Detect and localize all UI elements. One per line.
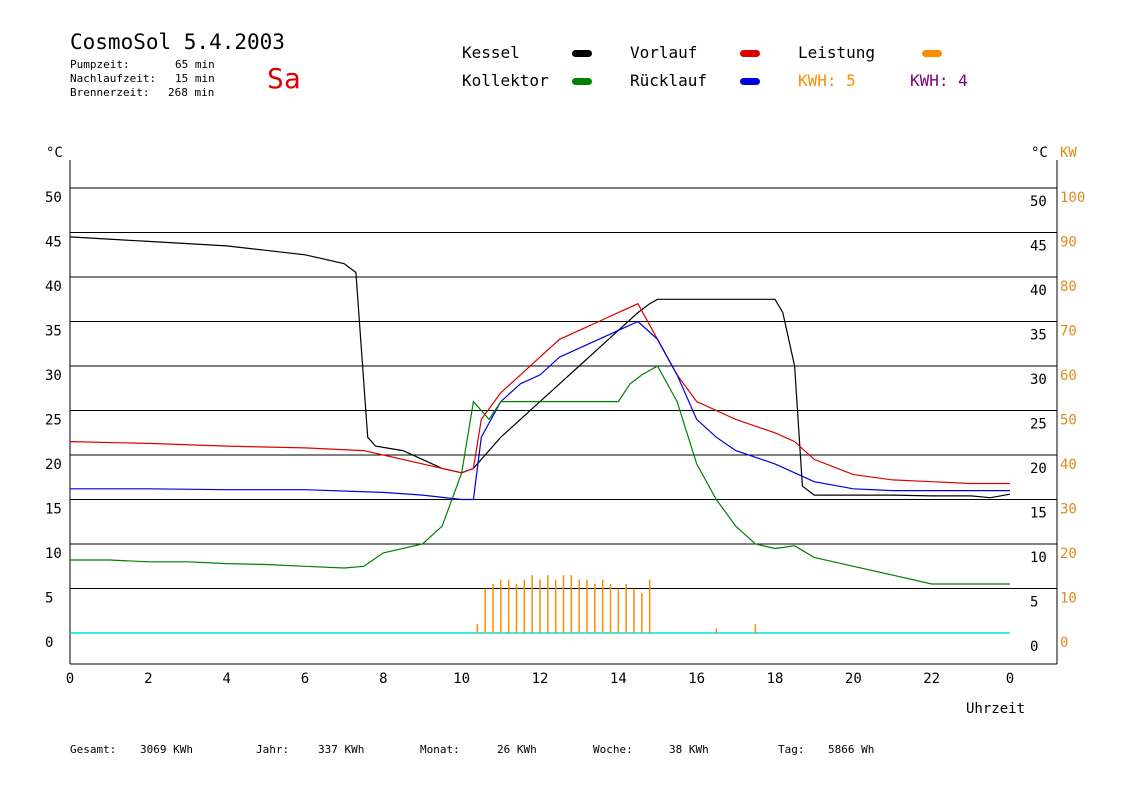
- legend-vorlauf-swatch: [740, 50, 760, 57]
- stat-pumpzeit-value: 65 min: [175, 58, 215, 71]
- legend-ruecklauf-swatch: [740, 78, 760, 85]
- y-tick-label: 10: [45, 546, 62, 562]
- kwh-value-2: KWH: 4: [910, 71, 968, 90]
- left-axis-unit: °C: [46, 145, 63, 161]
- y-tick-label-right: 15: [1030, 506, 1047, 522]
- y-tick-label-right: 0: [1030, 639, 1038, 655]
- series-line-vorlauf: [69, 302, 1010, 485]
- y-tick-label: 20: [45, 457, 62, 473]
- footer-woche-value: 38 KWh: [669, 743, 709, 756]
- y2-tick-label: 20: [1060, 546, 1077, 562]
- y-tick-label: 35: [45, 324, 62, 340]
- footer-tag-value: 5866 Wh: [828, 743, 875, 756]
- y-tick-label-right: 50: [1030, 194, 1047, 210]
- stat-brennerzeit-label: Brennerzeit:: [70, 86, 150, 99]
- legend-kessel-swatch: [572, 50, 592, 57]
- y-tick-label: 15: [45, 502, 62, 518]
- y-tick-label-right: 45: [1030, 239, 1047, 255]
- x-tick-label: 22: [923, 671, 940, 687]
- y2-tick-label: 90: [1060, 235, 1077, 251]
- x-tick-label: 0: [66, 671, 74, 687]
- footer-gesamt-value: 3069 KWh: [140, 743, 193, 756]
- legend-ruecklauf-label: Rücklauf: [630, 71, 708, 90]
- y-tick-label: 45: [45, 235, 62, 251]
- legend-kollektor-label: Kollektor: [462, 71, 549, 90]
- y2-tick-label: 10: [1060, 591, 1077, 607]
- y-tick-label-right: 10: [1030, 550, 1047, 566]
- y-tick-label: 50: [45, 190, 62, 206]
- y2-tick-label: 30: [1060, 502, 1077, 518]
- y-tick-label-right: 30: [1030, 372, 1047, 388]
- series-line-rücklauf: [70, 320, 1010, 501]
- y-tick-label: 25: [45, 413, 62, 429]
- kwh-value-1: KWH: 5: [798, 71, 856, 90]
- x-tick-label: 18: [767, 671, 784, 687]
- right-axis-unit-kw: KW: [1060, 145, 1077, 161]
- y-tick-label: 5: [45, 591, 53, 607]
- stat-nachlaufzeit-value: 15 min: [175, 72, 215, 85]
- stat-brennerzeit-value: 268 min: [168, 86, 215, 99]
- y-tick-label: 30: [45, 368, 62, 384]
- x-tick-label: 20: [845, 671, 862, 687]
- legend-vorlauf-label: Vorlauf: [630, 43, 698, 62]
- legend-kollektor-swatch: [572, 78, 592, 85]
- y2-tick-label: 100: [1060, 190, 1085, 206]
- y2-tick-label: 80: [1060, 279, 1077, 295]
- footer-woche-label: Woche:: [593, 743, 633, 756]
- x-tick-label: 6: [301, 671, 309, 687]
- x-tick-label: 14: [610, 671, 627, 687]
- legend-kessel-label: Kessel: [462, 43, 520, 62]
- y-tick-label: 0: [45, 635, 53, 651]
- x-tick-label: 8: [379, 671, 387, 687]
- x-tick-label: 10: [453, 671, 470, 687]
- y-tick-label-right: 35: [1030, 328, 1047, 344]
- x-tick-label: 2: [144, 671, 152, 687]
- y2-tick-label: 50: [1060, 413, 1077, 429]
- footer-tag-label: Tag:: [778, 743, 805, 756]
- y2-tick-label: 70: [1060, 324, 1077, 340]
- legend-leistung-label: Leistung: [798, 43, 876, 62]
- x-axis-label: Uhrzeit: [966, 701, 1026, 717]
- footer-gesamt-label: Gesamt:: [70, 743, 117, 756]
- y-tick-label: 40: [45, 279, 62, 295]
- footer-jahr-label: Jahr:: [256, 743, 290, 756]
- y2-tick-label: 60: [1060, 368, 1077, 384]
- legend-leistung-swatch: [922, 50, 942, 57]
- x-tick-label: 16: [688, 671, 705, 687]
- footer-jahr-value: 337 KWh: [318, 743, 365, 756]
- series-line-kessel: [69, 236, 1011, 499]
- stat-pumpzeit-label: Pumpzeit:: [70, 58, 130, 71]
- footer-monat-label: Monat:: [420, 743, 460, 756]
- right-axis-unit-celsius: °C: [1031, 145, 1048, 161]
- x-tick-label: 0: [1006, 671, 1014, 687]
- y-tick-label-right: 5: [1030, 595, 1038, 611]
- y-tick-label-right: 25: [1030, 417, 1047, 433]
- footer-monat-value: 26 KWh: [497, 743, 537, 756]
- stat-nachlaufzeit-label: Nachlaufzeit:: [70, 72, 157, 85]
- y-tick-label-right: 20: [1030, 461, 1047, 477]
- x-tick-label: 12: [532, 671, 549, 687]
- weekday-label: Sa: [267, 62, 301, 95]
- y2-tick-label: 40: [1060, 457, 1077, 473]
- y2-tick-label: 0: [1060, 635, 1068, 651]
- series-line-kollektor: [70, 365, 1010, 585]
- x-tick-label: 4: [222, 671, 230, 687]
- y-tick-label-right: 40: [1030, 283, 1047, 299]
- page-title: CosmoSol 5.4.2003: [70, 30, 285, 54]
